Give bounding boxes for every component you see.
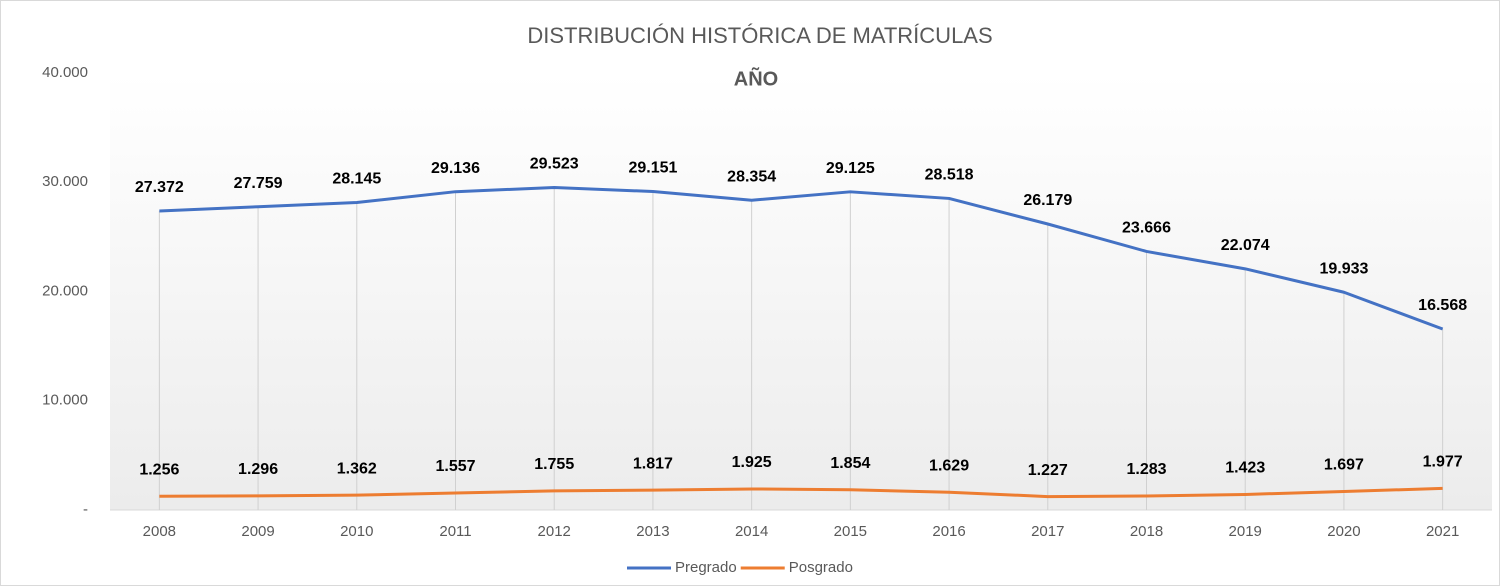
data-label: 28.354	[727, 168, 776, 185]
y-tick-label: 10.000	[42, 392, 88, 409]
y-tick-label: -	[83, 501, 88, 518]
series-line	[159, 486, 1443, 499]
x-tick-label: 2011	[439, 523, 471, 540]
data-label: 1.629	[929, 457, 969, 474]
data-label: 1.854	[830, 455, 870, 472]
x-tick-label: 2013	[636, 523, 669, 540]
data-label: 1.256	[139, 461, 179, 478]
data-label: 29.125	[826, 160, 875, 177]
data-label: 29.523	[530, 156, 579, 173]
x-tick-label: 2016	[932, 523, 965, 540]
data-label: 1.755	[534, 456, 574, 473]
data-label: 29.136	[431, 160, 480, 177]
chart-subtitle: AÑO	[734, 67, 778, 90]
data-label: 1.557	[435, 458, 475, 475]
plot-background	[110, 73, 1492, 510]
x-tick-label: 2019	[1229, 523, 1262, 540]
data-label: 28.518	[925, 167, 974, 184]
chart-title: DISTRIBUCIÓN HISTÓRICA DE MATRÍCULAS	[527, 23, 992, 48]
y-tick-label: 20.000	[42, 282, 88, 299]
x-tick-label: 2020	[1327, 523, 1360, 540]
data-label: 1.296	[238, 461, 278, 478]
x-tick-label: 2018	[1130, 523, 1163, 540]
data-label: 1.283	[1126, 461, 1166, 478]
data-label: 26.179	[1023, 192, 1072, 209]
x-tick-label: 2008	[143, 523, 176, 540]
x-tick-label: 2014	[735, 523, 768, 540]
x-tick-label: 2021	[1426, 523, 1459, 540]
data-label: 1.925	[732, 454, 772, 471]
legend-label: Posgrado	[789, 559, 853, 576]
x-tick-label: 2017	[1031, 523, 1064, 540]
x-tick-label: 2012	[538, 523, 571, 540]
y-tick-label: 30.000	[42, 173, 88, 190]
series-line	[159, 185, 1444, 331]
data-label: 1.697	[1324, 457, 1364, 474]
data-label: 1.423	[1225, 460, 1265, 477]
y-tick-label: 40.000	[42, 64, 88, 81]
data-label: 28.145	[332, 171, 381, 188]
data-label: 1.977	[1423, 454, 1463, 471]
legend-label: Pregrado	[675, 559, 737, 576]
x-tick-label: 2009	[241, 523, 274, 540]
data-label: 27.759	[234, 175, 283, 192]
data-label: 1.227	[1028, 462, 1068, 479]
data-label: 27.372	[135, 179, 184, 196]
data-label: 16.568	[1418, 297, 1467, 314]
x-tick-label: 2010	[340, 523, 373, 540]
x-tick-label: 2015	[834, 523, 867, 540]
data-label: 22.074	[1221, 237, 1270, 254]
data-label: 1.362	[337, 460, 377, 477]
data-label: 1.817	[633, 455, 673, 472]
data-label: 29.151	[628, 160, 677, 177]
data-label: 23.666	[1122, 220, 1171, 237]
data-label: 19.933	[1319, 260, 1368, 277]
